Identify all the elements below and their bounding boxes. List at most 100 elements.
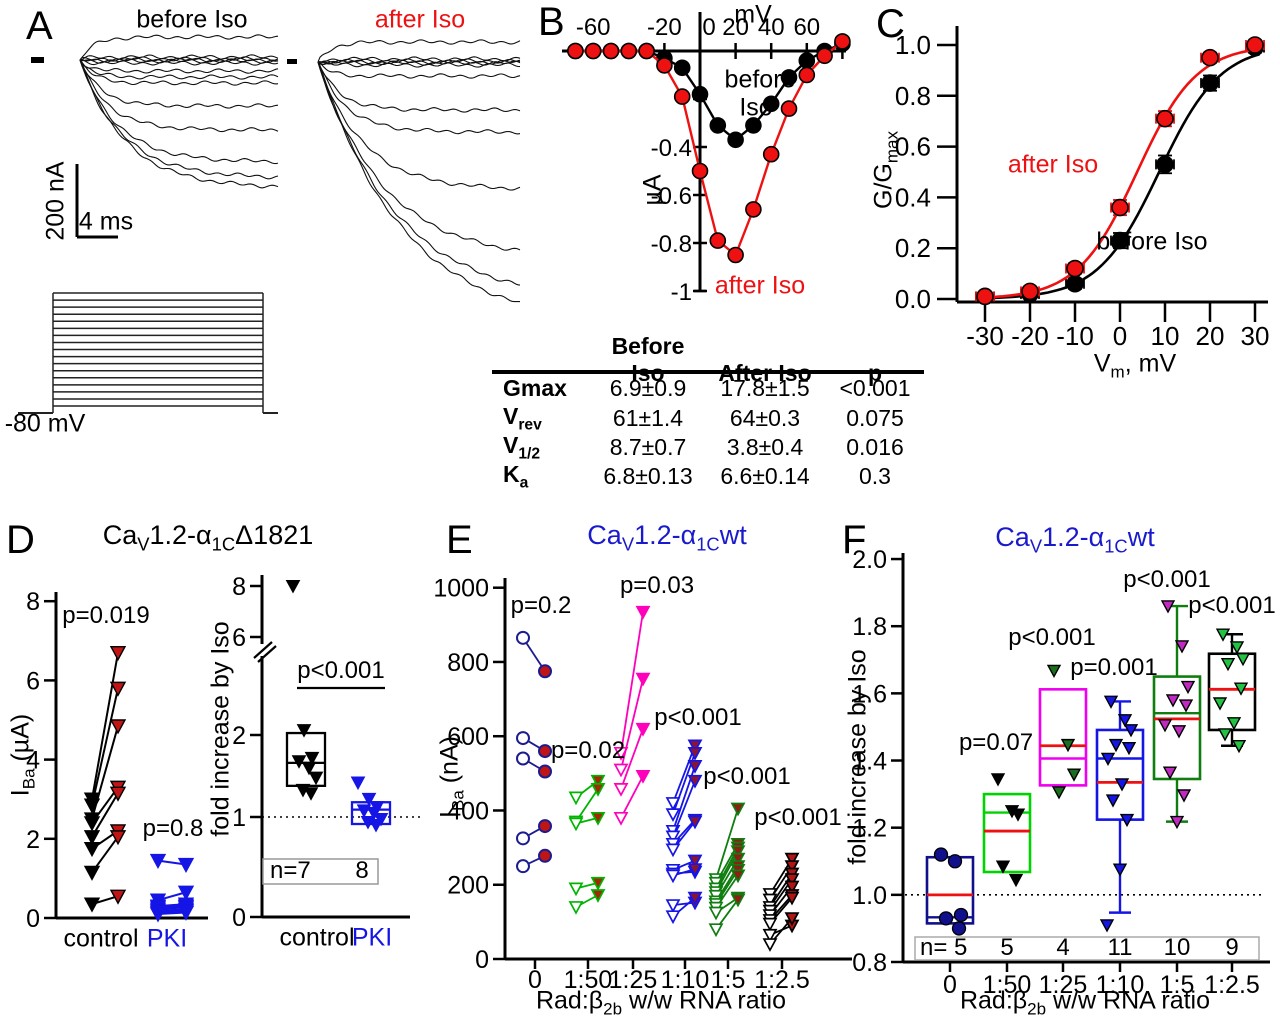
box-data-point [1121,741,1137,756]
label-text: Rad:β [959,986,1028,1015]
iv-data-point [762,145,780,163]
box-data-point [1114,778,1130,792]
panel-b-before-label-1: before [724,65,796,94]
pair-end-marker [109,719,127,735]
tick-label: -60 [576,14,611,41]
iv-data-point [673,59,691,77]
row-label-vhalf: V1/2 [492,432,592,464]
panel-b-letter: B [538,0,565,44]
box-data-point [361,792,377,807]
box-data-point [285,579,301,594]
iv-data-point [780,100,798,117]
activation-data-point [1066,259,1084,278]
tick-label: 6 [26,667,40,695]
tick-label: 1.8 [852,613,887,641]
fit-parameter-table: Before Iso After Iso p Gmax 6.9±0.9 17.8… [492,333,924,492]
iv-data-point [834,33,851,50]
panel-c-y-axis-label: G/Gmax [870,131,902,209]
label-text: V [503,432,519,458]
tick-label: 10 [1164,934,1191,961]
label-text: w/w RNA ratio [622,986,787,1015]
current-trace [79,34,279,61]
pair-end-marker [177,905,195,921]
tick-label: 11 [1108,934,1133,961]
tick-label: 0.8 [852,949,887,977]
pair-end-marker [538,819,552,834]
box-data-point [1117,714,1133,728]
box-data-point [990,773,1006,787]
box-data-point [1165,694,1181,708]
current-trace [79,58,279,64]
pair-end-marker [538,664,552,679]
tick-label: 1.0 [852,882,887,910]
box-data-point [995,860,1011,874]
subscript-text: a [519,474,529,492]
current-trace [317,39,521,63]
pair-end-marker [538,744,552,759]
scalebar-horizontal-label: 4 ms [78,207,134,236]
label-text: V [1093,349,1111,378]
iv-data-point [745,201,762,218]
panel-f-letter: F [842,518,867,562]
label-text: Gmax [503,375,567,401]
label-text: I [6,789,35,797]
iv-data-point [567,42,584,60]
iv-data-point [691,162,709,180]
panel-e-x-axis-label: Rad:β2b w/w RNA ratio [536,986,787,1019]
tick-label: 2.0 [852,546,887,574]
tick-label: 1:10 [1096,971,1145,999]
box-data-point [1046,664,1062,678]
tick-label: 0.0 [895,284,931,314]
pair-end-marker [635,672,651,687]
box-data-point [1112,863,1128,877]
pair-line [715,808,739,880]
box-data-point [1229,641,1245,655]
panel-c-before-label: before Iso [1096,227,1208,256]
tick-label: -0.8 [651,231,692,258]
pair-end-marker [109,646,127,662]
tick-label: 1:50 [983,971,1032,999]
box-data-point [938,911,954,926]
box-data-point [1226,717,1242,731]
cell: 8.7±0.7 [609,434,687,461]
tick-label: -20 [1011,321,1049,351]
pair-start-marker [665,869,681,884]
iv-data-point [584,42,602,60]
tick-label: 4 [1056,934,1069,961]
label-text: (nA) [435,736,464,791]
table-header-after: After Iso [718,360,812,386]
label-text: w/w RNA ratio [1046,986,1211,1015]
pair-end-marker [177,857,195,874]
pair-end-marker [687,891,703,906]
current-trace [317,61,521,286]
label-text: (µA) [6,713,35,769]
box-data-point [1174,640,1190,654]
pair-start-marker [568,901,584,915]
subscript-text: 2b [1027,999,1047,1019]
tick-label: 8 [355,857,368,884]
box-data-point [1157,719,1173,733]
current-trace [79,59,279,74]
iv-data-point [620,42,638,60]
panel-f-y-axis-label: fold increase by Iso [843,649,872,865]
subscript-text: 2b [603,999,623,1019]
table-header-before: Before Iso [611,333,685,386]
tick-label: -0.6 [651,183,692,210]
pair-end-marker [109,681,127,697]
pair-end-marker [687,739,703,754]
pair-start-marker [568,882,584,897]
pair-start-marker [516,731,530,746]
pair-start-marker [613,746,629,761]
pair-start-marker [613,763,629,778]
panel-e-pvalue-1-50: p=0.02 [550,737,626,764]
pair-start-marker [665,830,681,845]
pair-start-marker [708,906,724,921]
pair-start-marker [568,791,584,806]
subscript-text: rev [518,416,542,434]
pair-start-marker [83,897,101,913]
scalebar-vertical-label: 200 nA [41,161,70,241]
pair-start-marker [516,831,530,846]
iv-data-point [816,47,833,65]
iv-data-point [602,42,620,60]
